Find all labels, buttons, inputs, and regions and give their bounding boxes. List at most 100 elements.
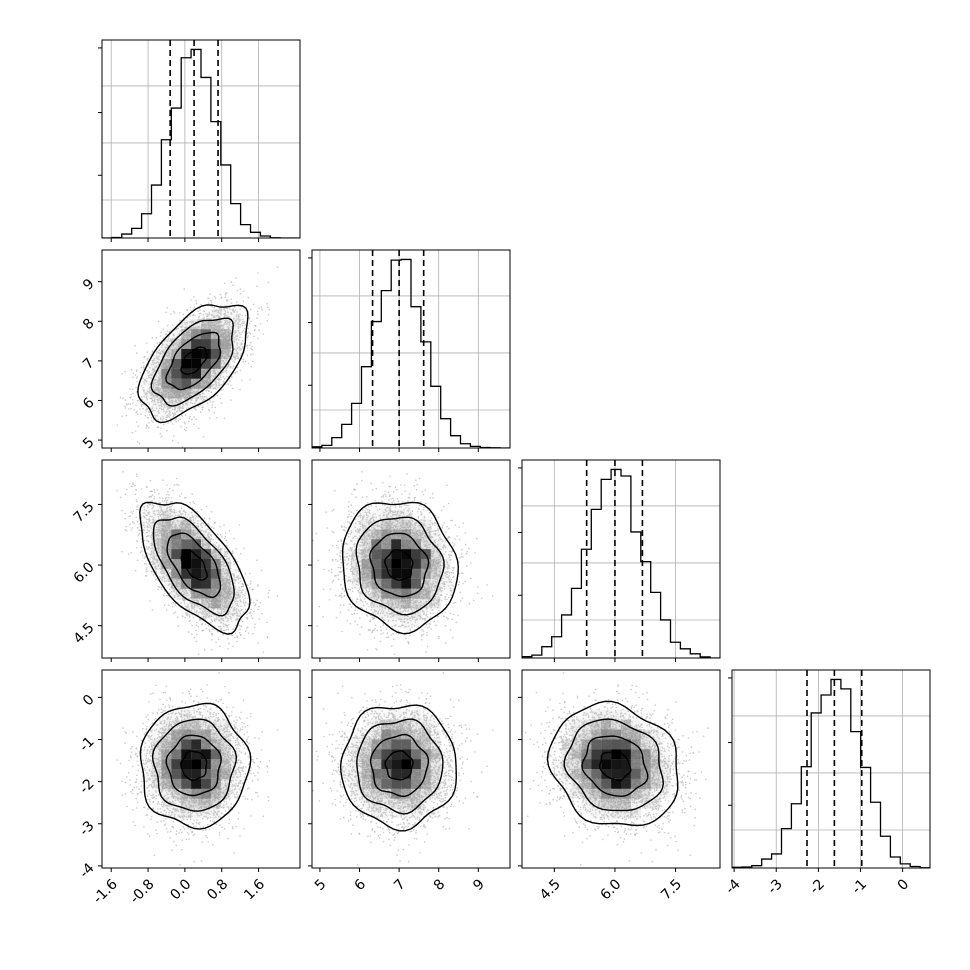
- scatter-point: [249, 344, 251, 346]
- scatter-point: [208, 327, 211, 329]
- scatter-point: [240, 333, 242, 336]
- scatter-point: [152, 371, 154, 374]
- scatter-point: [144, 392, 146, 394]
- scatter-point: [211, 324, 213, 327]
- scatter-point: [195, 399, 198, 401]
- scatter-point: [192, 327, 195, 330]
- scatter-point: [191, 320, 193, 323]
- scatter-point: [168, 340, 171, 342]
- scatter-point: [210, 300, 213, 302]
- scatter-point: [217, 381, 220, 384]
- scatter-point: [157, 426, 160, 429]
- scatter-point: [135, 421, 138, 423]
- scatter-point: [206, 397, 208, 400]
- scatter-point: [256, 285, 258, 288]
- scatter-point: [234, 337, 236, 339]
- scatter-point: [153, 362, 156, 364]
- scatter-point: [247, 327, 249, 330]
- scatter-point: [169, 352, 171, 355]
- scatter-point: [159, 391, 161, 393]
- scatter-point: [190, 399, 193, 401]
- scatter-point: [162, 415, 164, 418]
- scatter-point: [190, 322, 193, 324]
- scatter-point: [162, 350, 164, 352]
- scatter-point: [139, 371, 141, 374]
- scatter-point: [233, 321, 235, 324]
- scatter-point: [182, 404, 185, 406]
- scatter-point: [246, 354, 248, 357]
- scatter-point: [181, 410, 183, 412]
- scatter-point: [167, 337, 170, 339]
- scatter-point: [225, 360, 227, 362]
- scatter-point: [175, 421, 177, 423]
- scatter-point: [226, 375, 228, 378]
- scatter-point: [166, 340, 168, 343]
- scatter-point: [197, 310, 199, 312]
- scatter-point: [205, 326, 207, 329]
- scatter-point: [147, 372, 149, 374]
- scatter-point: [146, 395, 148, 397]
- scatter-point: [140, 385, 143, 387]
- scatter-point: [179, 330, 182, 332]
- scatter-point: [225, 307, 228, 310]
- scatter-point: [222, 380, 225, 382]
- scatter-point: [181, 405, 184, 408]
- scatter-point: [219, 369, 221, 371]
- scatter-point: [232, 355, 235, 357]
- scatter-point: [211, 326, 213, 329]
- scatter-point: [208, 314, 210, 316]
- scatter-point: [191, 418, 193, 421]
- scatter-point: [239, 308, 241, 310]
- scatter-point: [146, 377, 148, 380]
- scatter-point: [201, 395, 204, 398]
- scatter-point: [170, 313, 172, 315]
- scatter-point: [168, 410, 171, 412]
- scatter-point: [160, 405, 163, 408]
- scatter-point: [214, 310, 216, 312]
- scatter-point: [152, 361, 154, 364]
- scatter-point: [154, 398, 156, 401]
- scatter-point: [228, 363, 230, 366]
- scatter-point: [173, 435, 175, 437]
- scatter-point: [162, 351, 164, 354]
- scatter-point: [230, 302, 233, 304]
- scatter-point: [124, 405, 126, 408]
- scatter-point: [241, 340, 244, 342]
- scatter-point: [261, 308, 263, 311]
- scatter-point: [213, 295, 216, 298]
- scatter-point: [165, 355, 168, 357]
- scatter-point: [140, 405, 143, 407]
- scatter-point: [216, 394, 219, 397]
- scatter-point: [160, 417, 162, 420]
- scatter-point: [218, 384, 220, 387]
- scatter-point: [190, 401, 192, 404]
- scatter-point: [237, 356, 239, 358]
- scatter-point: [190, 299, 192, 301]
- scatter-point: [239, 288, 242, 290]
- scatter-point: [186, 308, 188, 311]
- scatter-point: [202, 323, 205, 326]
- scatter-point: [234, 352, 236, 355]
- scatter-point: [159, 401, 162, 403]
- scatter-point: [162, 403, 164, 406]
- scatter-point: [258, 329, 260, 331]
- scatter-point: [178, 332, 181, 335]
- scatter-point: [257, 272, 259, 274]
- scatter-point: [212, 387, 215, 390]
- scatter-point: [220, 384, 222, 386]
- scatter-point: [162, 343, 164, 345]
- scatter-point: [151, 369, 154, 371]
- scatter-point: [208, 390, 211, 392]
- scatter-point: [175, 347, 178, 350]
- scatter-point: [151, 406, 153, 408]
- scatter-point: [230, 281, 233, 283]
- scatter-point: [148, 426, 150, 429]
- scatter-point: [168, 398, 170, 401]
- scatter-point: [156, 414, 158, 417]
- scatter-point: [203, 399, 205, 401]
- scatter-point: [234, 355, 236, 357]
- scatter-point: [160, 331, 162, 334]
- scatter-point: [159, 367, 161, 370]
- scatter-point: [185, 426, 188, 429]
